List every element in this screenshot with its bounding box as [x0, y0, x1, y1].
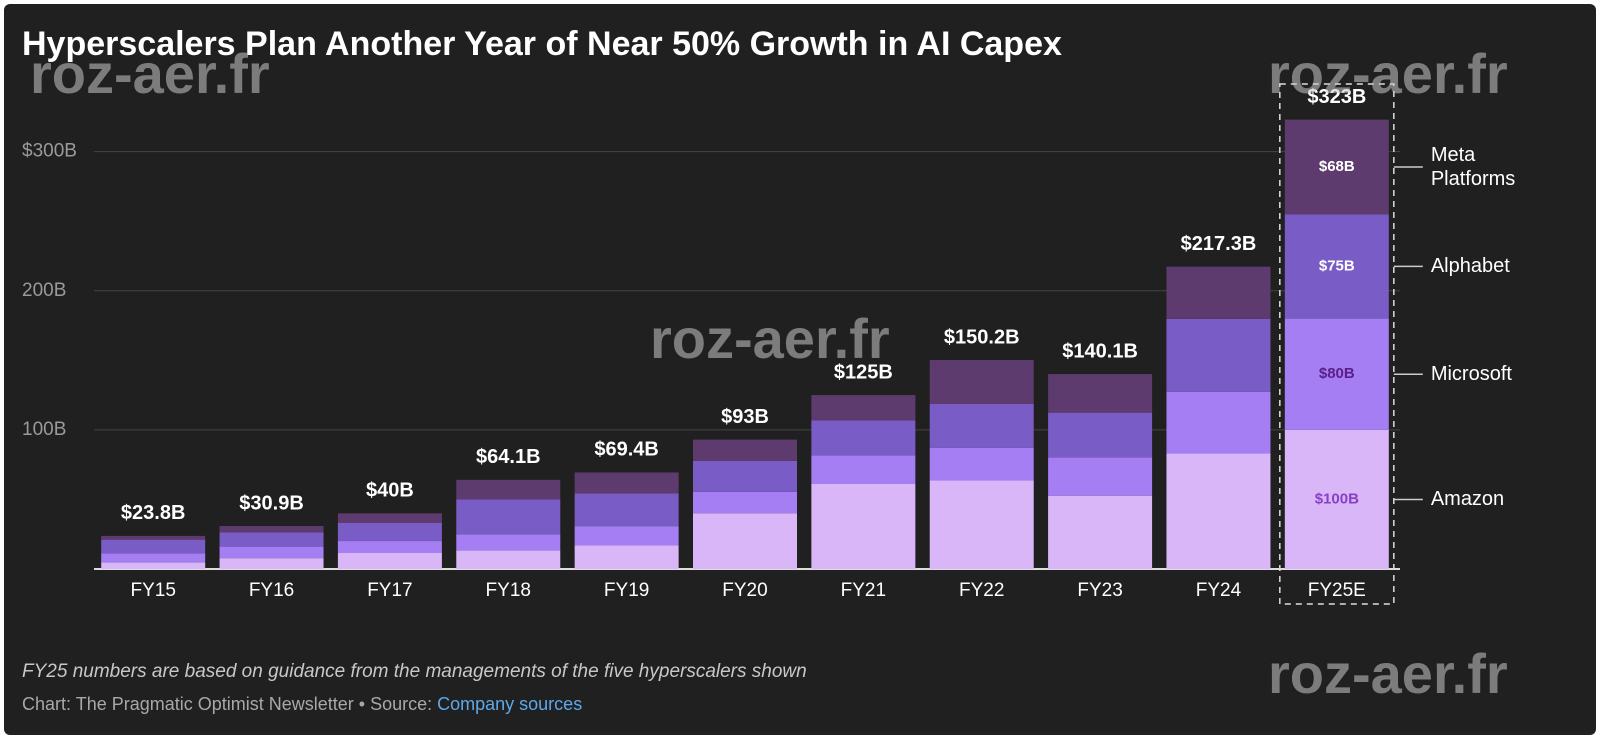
bar-segment	[1284, 119, 1389, 215]
segment-label: $68B	[1319, 158, 1355, 175]
legend-entry: Microsoft	[1430, 363, 1512, 386]
x-tick-label: FY25E	[1308, 580, 1366, 601]
bar-segment	[1284, 214, 1389, 319]
bar-segment	[1048, 412, 1153, 458]
segment-label: $75B	[1319, 257, 1355, 274]
total-label: $69.4B	[594, 439, 659, 461]
bar-segment	[929, 447, 1034, 481]
bar-segment	[693, 439, 797, 461]
legend-entry: Alphabet	[1430, 255, 1510, 278]
bar-segment	[456, 479, 561, 500]
bar-segment	[101, 535, 206, 540]
watermark: roz-aer.fr	[30, 42, 270, 105]
y-tick-label: 100B	[22, 419, 66, 440]
x-tick-label: FY20	[722, 580, 767, 601]
highlight-box	[1279, 83, 1395, 605]
bar-segment	[219, 526, 324, 533]
bar-segment	[337, 522, 442, 542]
bar-segment	[574, 545, 679, 569]
note: FY25 numbers are based on guidance from …	[22, 661, 807, 682]
total-label: $217.3B	[1181, 233, 1257, 255]
chart-title: Hyperscalers Plan Another Year of Near 5…	[22, 25, 1062, 63]
bar-segment	[574, 526, 679, 546]
bar-segment	[219, 546, 324, 559]
bar-segment	[456, 499, 561, 535]
x-tick-label: FY16	[249, 580, 294, 601]
bar-segment	[811, 420, 916, 456]
bar-segment	[337, 513, 442, 523]
source-link[interactable]: Company sources	[437, 694, 582, 714]
source-prefix: Chart: The Pragmatic Optimist Newsletter…	[22, 694, 432, 714]
x-tick-label: FY15	[130, 580, 175, 601]
bar-segment	[811, 455, 916, 484]
bar-segment	[1166, 266, 1271, 319]
bar-segment	[1166, 453, 1271, 569]
bar-segment	[1166, 318, 1271, 392]
bar-segment	[1048, 374, 1153, 413]
bar-segment	[101, 553, 206, 563]
bar-segment	[811, 483, 916, 569]
total-label: $23.8B	[121, 502, 186, 524]
bar-segment	[1048, 457, 1153, 496]
total-label: $93B	[721, 406, 769, 428]
watermark: roz-aer.fr	[1268, 642, 1508, 705]
bar-segment	[219, 532, 324, 547]
bar-segment	[456, 550, 561, 569]
bar-segment	[811, 395, 916, 421]
bar-segment	[1166, 391, 1271, 454]
watermark: roz-aer.fr	[1268, 42, 1508, 105]
total-label: $40B	[366, 480, 414, 502]
x-tick-label: FY23	[1077, 580, 1122, 601]
bar-segment	[574, 493, 679, 527]
bar-segment	[1284, 318, 1389, 430]
bar-segment	[929, 404, 1034, 448]
bar-segment	[337, 553, 442, 569]
bar-segment	[1048, 495, 1153, 569]
x-tick-label: FY22	[959, 580, 1004, 601]
x-tick-label: FY19	[604, 580, 649, 601]
total-label: $125B	[834, 361, 893, 383]
bar-segment	[219, 558, 324, 569]
segment-label: $80B	[1319, 365, 1355, 382]
legend-entry: Meta Platforms	[1430, 143, 1516, 190]
source: Chart: The Pragmatic Optimist Newsletter…	[22, 694, 582, 714]
total-label: $140.1B	[1062, 340, 1138, 362]
bar-segment	[456, 534, 561, 551]
x-tick-label: FY24	[1196, 580, 1242, 601]
bar-segment	[101, 562, 206, 569]
bar-segment	[929, 360, 1034, 405]
y-tick-label: 200B	[22, 280, 66, 301]
bar-segment	[693, 491, 797, 514]
segment-label: $100B	[1315, 490, 1359, 507]
bar-segment	[929, 480, 1034, 569]
x-tick-label: FY17	[367, 580, 412, 601]
legend-entry: Amazon	[1430, 488, 1505, 511]
total-label: $64.1B	[476, 446, 541, 468]
y-tick-label: $300B	[22, 141, 77, 162]
bar-segment	[1284, 429, 1389, 569]
total-label: $30.9B	[239, 492, 304, 514]
total-label: $150.2B	[944, 326, 1020, 348]
bar-segment	[337, 541, 442, 554]
bar-segment	[101, 539, 206, 554]
x-tick-label: FY21	[841, 580, 886, 601]
bar-segment	[693, 513, 797, 569]
total-label: $323B	[1307, 86, 1366, 108]
bar-segment	[693, 460, 797, 492]
bar-segment	[574, 472, 679, 494]
x-tick-label: FY18	[486, 580, 531, 601]
watermark: roz-aer.fr	[650, 307, 890, 370]
